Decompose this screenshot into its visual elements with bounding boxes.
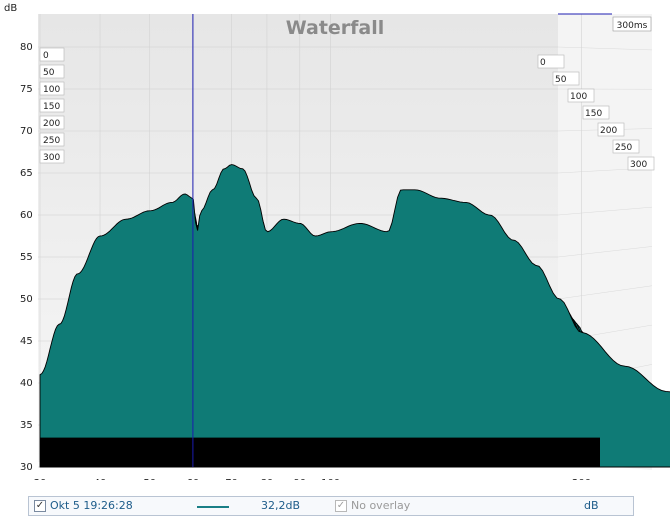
y-tick-30: 30 bbox=[20, 462, 33, 473]
y-tick-60: 60 bbox=[20, 210, 33, 221]
x-tick-80: 80 bbox=[261, 478, 274, 480]
y-unit-label: dB bbox=[4, 3, 17, 14]
measurement-checkbox[interactable]: ✓ bbox=[34, 500, 46, 512]
time-label-right-0: 0 bbox=[540, 58, 546, 68]
time-label-left-0: 0 bbox=[43, 51, 49, 61]
time-box-left-150 bbox=[39, 98, 65, 113]
x-tick-200: 200 bbox=[572, 478, 591, 480]
time-box-right-0 bbox=[537, 54, 565, 69]
y-tick-35: 35 bbox=[20, 420, 33, 431]
measurement-label[interactable]: Okt 5 19:26:28 bbox=[50, 499, 133, 512]
time-box-left-200 bbox=[39, 115, 65, 130]
time-label-right-200: 200 bbox=[600, 126, 617, 136]
time-label-left-300: 300 bbox=[43, 153, 60, 163]
time-label-left-200: 200 bbox=[43, 119, 60, 129]
time-label-right-50: 50 bbox=[555, 75, 567, 85]
time-label-left-250: 250 bbox=[43, 136, 60, 146]
time-corner-label: 300ms bbox=[617, 21, 648, 31]
time-box-right-150 bbox=[582, 105, 610, 120]
x-tick-90: 90 bbox=[293, 478, 306, 480]
floor-band bbox=[40, 437, 600, 467]
side-grid-line-55 bbox=[557, 246, 653, 258]
x-tick-70: 70 bbox=[225, 478, 238, 480]
time-label-left-100: 100 bbox=[43, 85, 60, 95]
overlay-checkbox[interactable]: ✓ bbox=[335, 500, 347, 512]
time-box-right-300 bbox=[627, 156, 655, 171]
floor-fill bbox=[40, 437, 600, 467]
x-tick-60: 60 bbox=[187, 478, 200, 480]
y-tick-55: 55 bbox=[20, 252, 33, 263]
y-tick-65: 65 bbox=[20, 168, 33, 179]
x-tick-100: 100 bbox=[321, 478, 340, 480]
time-box-left-50 bbox=[39, 64, 65, 79]
y-tick-40: 40 bbox=[20, 378, 33, 389]
time-labels-left: 0 50 100 150 200 250 300 bbox=[39, 47, 65, 164]
y-tick-70: 70 bbox=[20, 126, 33, 137]
side-grid-line-60 bbox=[557, 206, 653, 216]
time-box-left-300 bbox=[39, 149, 65, 164]
time-box-right-250 bbox=[612, 139, 640, 154]
units-label: dB bbox=[584, 499, 599, 512]
trace-color-swatch bbox=[197, 506, 229, 508]
time-label-right-150: 150 bbox=[585, 109, 602, 119]
time-label-right-300: 300 bbox=[630, 160, 647, 170]
time-box-left-100 bbox=[39, 81, 65, 96]
y-tick-75: 75 bbox=[20, 84, 33, 95]
level-value: 32,2dB bbox=[261, 499, 301, 512]
time-label-right-250: 250 bbox=[615, 143, 632, 153]
waterfall-plot[interactable]: Waterfall dB 80 75 70 65 60 55 50 45 40 35 30 30 40… bbox=[0, 0, 670, 480]
y-tick-50: 50 bbox=[20, 294, 33, 305]
x-tick-40: 40 bbox=[94, 478, 107, 480]
y-axis-ticks: 80 75 70 65 60 55 50 45 40 35 30 bbox=[20, 42, 33, 473]
x-axis-ticks: 30405060708090100200272Hz bbox=[34, 478, 591, 480]
time-label-left-50: 50 bbox=[43, 68, 55, 78]
overlay-label[interactable]: No overlay bbox=[351, 499, 411, 512]
side-grid-line-50 bbox=[557, 285, 653, 300]
time-box-right-200 bbox=[597, 122, 625, 137]
waterfall-slice-0-0 bbox=[39, 164, 670, 468]
time-box-left-0 bbox=[39, 47, 65, 62]
x-tick-50: 50 bbox=[143, 478, 156, 480]
side-grid-line-80 bbox=[557, 46, 653, 51]
time-label-left-150: 150 bbox=[43, 102, 60, 112]
legend-bar: ✓ Okt 5 19:26:28 32,2dB ✓ No overlay dB bbox=[28, 496, 634, 516]
time-corner-box bbox=[612, 16, 652, 32]
y-tick-80: 80 bbox=[20, 42, 33, 53]
time-box-left-250 bbox=[39, 132, 65, 147]
x-tick-30: 30 bbox=[34, 478, 47, 480]
time-label-right-100: 100 bbox=[570, 92, 587, 102]
time-box-right-50 bbox=[552, 71, 580, 86]
waterfall-slices bbox=[39, 164, 670, 468]
time-box-right-100 bbox=[567, 88, 595, 103]
y-tick-45: 45 bbox=[20, 336, 33, 347]
chart-title: Waterfall bbox=[286, 17, 385, 39]
